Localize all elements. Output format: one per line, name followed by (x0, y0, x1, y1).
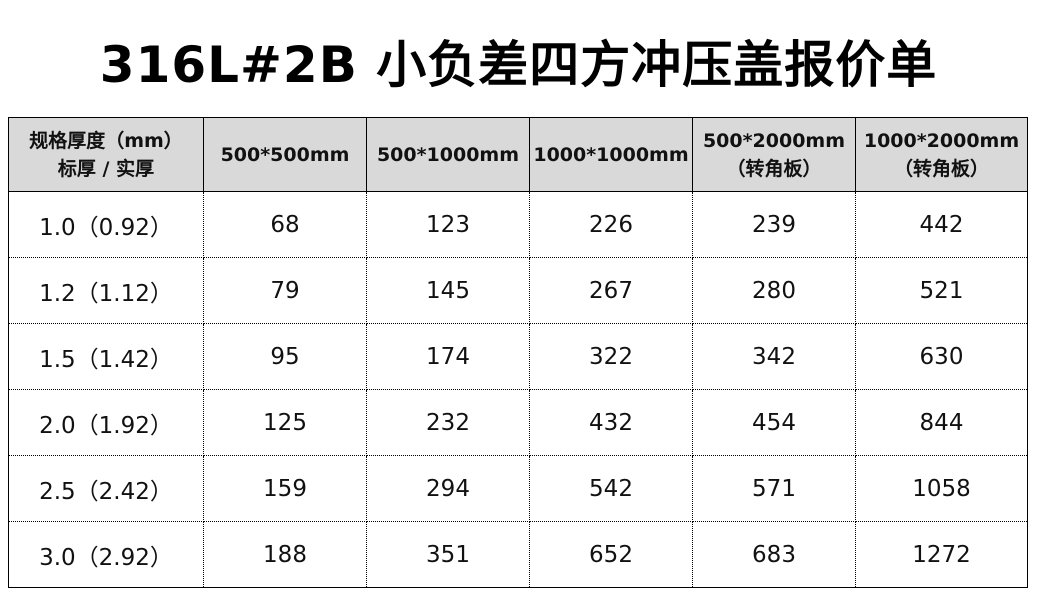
price-cell: 95 (203, 323, 367, 390)
header-text: 规格厚度（mm） (29, 129, 183, 152)
thickness-cell: 1.2（1.12） (8, 257, 204, 324)
column-header: 1000*2000mm （转角板） (855, 117, 1028, 192)
price-cell: 322 (529, 323, 693, 390)
thickness-cell: 2.5（2.42） (8, 455, 204, 522)
price-table: 规格厚度（mm） 标厚 / 实厚 500*500mm 500*1000mm 1000*1… (8, 117, 1028, 588)
header-text: 标厚 / 实厚 (57, 157, 155, 180)
price-cell: 294 (366, 455, 530, 522)
header-text: 1000*2000mm (863, 129, 1020, 152)
header-text: （转角板） (726, 157, 822, 180)
header-row: 规格厚度（mm） 标厚 / 实厚 500*500mm 500*1000mm 1000*1… (8, 117, 1028, 192)
column-header: 500*500mm (203, 117, 367, 192)
thickness-cell: 3.0（2.92） (8, 521, 204, 588)
column-header: 500*2000mm （转角板） (692, 117, 856, 192)
header-text: 500*500mm (220, 143, 350, 166)
thickness-cell: 1.0（0.92） (8, 191, 204, 258)
header-text: 500*2000mm (702, 129, 846, 152)
table-row: 2.0（1.92） 125 232 432 454 844 (8, 389, 1028, 456)
header-text: （转角板） (893, 157, 989, 180)
price-cell: 280 (692, 257, 856, 324)
price-cell: 844 (855, 389, 1028, 456)
price-cell: 68 (203, 191, 367, 258)
price-cell: 342 (692, 323, 856, 390)
table-row: 1.0（0.92） 68 123 226 239 442 (8, 191, 1028, 258)
price-cell: 125 (203, 389, 367, 456)
column-header: 规格厚度（mm） 标厚 / 实厚 (8, 117, 204, 192)
price-cell: 1058 (855, 455, 1028, 522)
price-cell: 571 (692, 455, 856, 522)
price-cell: 174 (366, 323, 530, 390)
table-row: 1.2（1.12） 79 145 267 280 521 (8, 257, 1028, 324)
price-cell: 79 (203, 257, 367, 324)
price-cell: 454 (692, 389, 856, 456)
price-cell: 652 (529, 521, 693, 588)
price-cell: 267 (529, 257, 693, 324)
table-row: 1.5（1.42） 95 174 322 342 630 (8, 323, 1028, 390)
price-cell: 432 (529, 389, 693, 456)
page-title: 316L#2B 小负差四方冲压盖报价单 (99, 36, 938, 94)
price-cell: 351 (366, 521, 530, 588)
price-cell: 145 (366, 257, 530, 324)
thickness-cell: 2.0（1.92） (8, 389, 204, 456)
price-cell: 542 (529, 455, 693, 522)
column-header: 1000*1000mm (529, 117, 693, 192)
thickness-cell: 1.5（1.42） (8, 323, 204, 390)
price-cell: 188 (203, 521, 367, 588)
header-text: 500*1000mm (376, 143, 520, 166)
price-cell: 1272 (855, 521, 1028, 588)
price-cell: 683 (692, 521, 856, 588)
price-cell: 159 (203, 455, 367, 522)
price-cell: 123 (366, 191, 530, 258)
price-cell: 226 (529, 191, 693, 258)
table-row: 2.5（2.42） 159 294 542 571 1058 (8, 455, 1028, 522)
column-header: 500*1000mm (366, 117, 530, 192)
header-text: 1000*1000mm (533, 143, 689, 166)
price-cell: 232 (366, 389, 530, 456)
table-row: 3.0（2.92） 188 351 652 683 1272 (8, 521, 1028, 588)
price-cell: 630 (855, 323, 1028, 390)
price-cell: 442 (855, 191, 1028, 258)
price-cell: 239 (692, 191, 856, 258)
price-cell: 521 (855, 257, 1028, 324)
